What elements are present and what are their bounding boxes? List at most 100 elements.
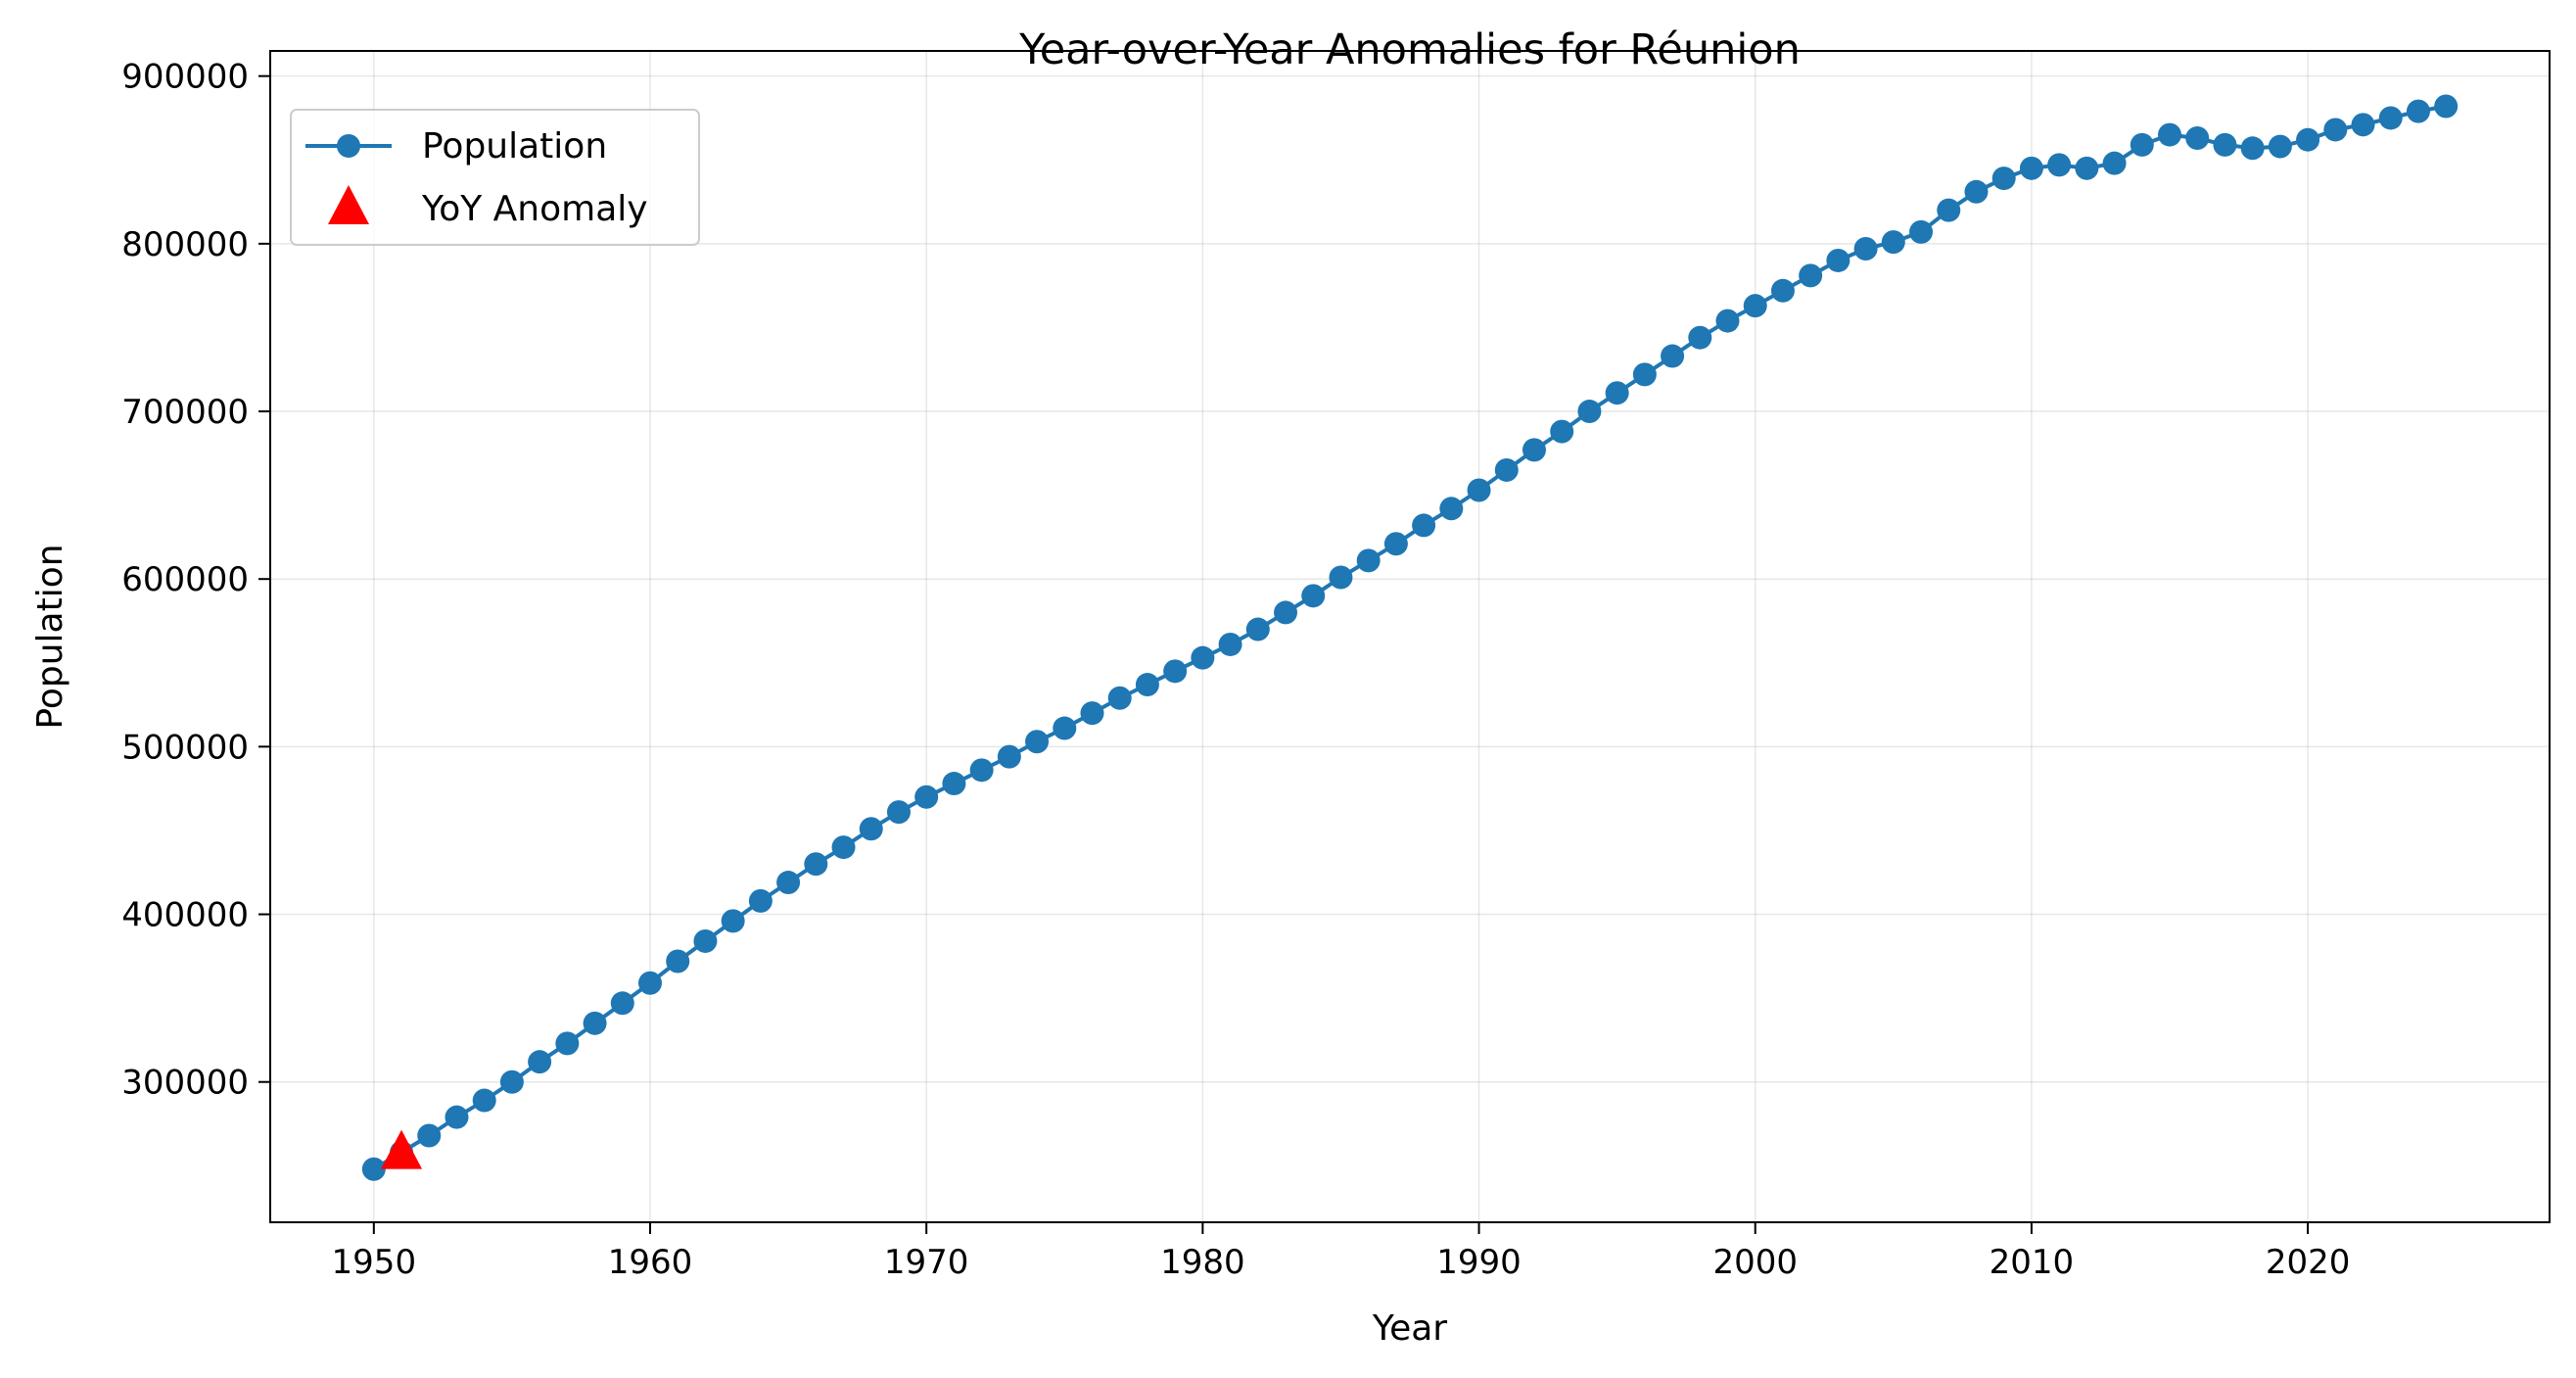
y-axis-label: Population — [30, 544, 70, 729]
x-tick-label: 1950 — [332, 1243, 417, 1282]
legend-circle-marker — [337, 134, 360, 158]
population-point — [1661, 344, 1685, 368]
population-point — [1439, 497, 1464, 521]
x-tick-label: 2000 — [1712, 1243, 1798, 1282]
population-point — [1053, 716, 1077, 740]
population-point — [2019, 156, 2043, 180]
population-point — [2406, 99, 2430, 123]
grid — [270, 51, 2550, 1222]
population-point — [2130, 132, 2154, 157]
population-point — [693, 928, 718, 953]
population-point — [2296, 127, 2320, 152]
population-point — [361, 1157, 386, 1181]
population-point — [666, 949, 690, 974]
population-point — [1909, 219, 1934, 244]
population-point — [472, 1088, 496, 1113]
population-point — [2185, 126, 2210, 151]
population-point — [2158, 122, 2181, 147]
x-tick-label: 2020 — [2266, 1243, 2351, 1282]
population-point — [942, 772, 966, 796]
population-point — [1329, 565, 1353, 590]
population-point — [2378, 106, 2403, 130]
population-point — [2102, 151, 2127, 175]
y-axis: 300000 400000 500000 600000 700000 800000 9000… — [121, 58, 270, 1103]
population-point — [831, 835, 856, 860]
population-point — [1688, 325, 1712, 350]
population-point — [2323, 118, 2348, 142]
x-tick-label: 1960 — [608, 1243, 693, 1282]
x-tick-label: 1990 — [1436, 1243, 1522, 1282]
population-point — [1107, 686, 1132, 710]
population-point — [1550, 419, 1574, 444]
population-point — [1163, 659, 1188, 684]
population-point — [1770, 278, 1795, 303]
legend-label-population: Population — [422, 126, 607, 166]
population-point — [1356, 548, 1381, 573]
population-point — [914, 784, 939, 809]
population-point — [1991, 166, 2016, 191]
population-point — [555, 1031, 580, 1056]
x-tick-label: 1970 — [884, 1243, 969, 1282]
legend-box — [290, 109, 700, 246]
population-point — [886, 800, 911, 825]
population-point — [1799, 263, 1823, 288]
population-point — [1577, 400, 1602, 424]
population-point — [1245, 617, 1270, 641]
population-point — [2047, 153, 2072, 177]
population-point — [1964, 179, 1989, 204]
population-point — [1826, 248, 1850, 272]
population-point — [583, 1011, 607, 1035]
series-layer — [361, 94, 2459, 1181]
population-point — [1191, 645, 1215, 670]
population-point — [969, 758, 994, 783]
y-tick-label: 800000 — [121, 225, 249, 264]
legend-triangle-marker — [328, 185, 369, 224]
y-tick-label: 400000 — [121, 896, 249, 935]
population-point — [859, 817, 883, 841]
x-axis: 1950 1960 1970 1980 1990 2000 2010 2020 — [332, 1222, 2351, 1282]
legend-label-anomaly: YoY Anomaly — [421, 189, 648, 229]
population-point — [1080, 701, 1104, 726]
x-axis-label: Year — [1372, 1308, 1447, 1349]
population-point — [1881, 230, 1905, 255]
population-point — [2268, 134, 2292, 159]
anomaly-marker — [381, 1129, 423, 1169]
population-point — [2351, 113, 2375, 137]
population-point — [1025, 730, 1050, 754]
population-point — [1522, 438, 1546, 462]
population-point — [721, 909, 745, 933]
plot-frame — [269, 50, 2551, 1223]
x-tick-label: 1980 — [1160, 1243, 1245, 1282]
legend: Population YoY Anomaly — [290, 109, 700, 246]
population-point — [499, 1069, 524, 1094]
population-point — [638, 971, 662, 995]
y-tick-label: 700000 — [121, 393, 249, 432]
population-point — [1301, 584, 1326, 608]
population-point — [1218, 632, 1242, 656]
population-point — [1853, 236, 1878, 261]
population-point — [610, 991, 634, 1016]
population-line — [372, 104, 2447, 1171]
population-point — [1937, 198, 1961, 222]
y-tick-label: 900000 — [121, 58, 249, 97]
population-point — [1715, 309, 1740, 333]
population-point — [2434, 94, 2459, 119]
population-point — [1632, 362, 1657, 387]
population-point — [1412, 513, 1436, 538]
population-point — [997, 744, 1021, 769]
y-tick-label: 500000 — [121, 728, 249, 767]
population-point — [804, 852, 828, 877]
y-tick-label: 300000 — [121, 1064, 249, 1103]
population-point — [528, 1050, 552, 1074]
population-point — [1274, 600, 1298, 625]
population-point — [2075, 156, 2099, 180]
population-point — [776, 871, 801, 895]
chart-title: Year-over-Year Anomalies for Réunion — [1018, 25, 1801, 74]
x-tick-label: 2010 — [1990, 1243, 2075, 1282]
y-tick-label: 600000 — [121, 560, 249, 599]
population-point — [2213, 132, 2237, 157]
population-point — [1135, 673, 1159, 697]
population-point — [445, 1105, 469, 1129]
population-point — [2240, 136, 2265, 161]
